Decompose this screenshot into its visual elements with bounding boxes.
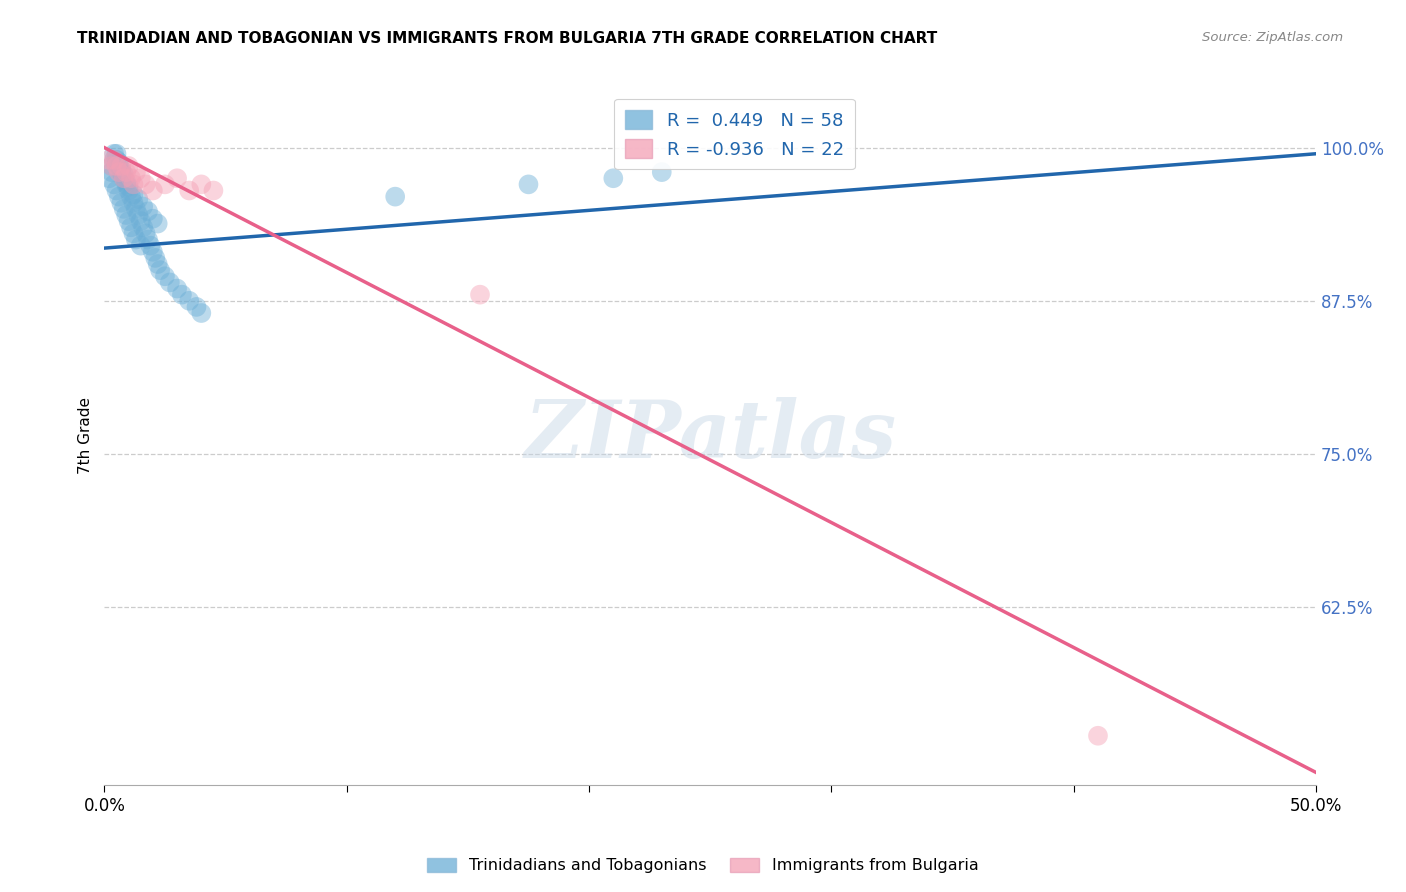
Point [149, 263, 172, 277]
Point [98, 153, 121, 167]
Point [159, 276, 181, 290]
Legend: R =  0.449   N = 58, R = -0.936   N = 22: R = 0.449 N = 58, R = -0.936 N = 22 [614, 99, 855, 169]
Legend: Trinidadians and Tobagonians, Immigrants from Bulgaria: Trinidadians and Tobagonians, Immigrants… [420, 851, 986, 880]
Point [108, 189, 131, 203]
Point [120, 220, 142, 235]
Point [135, 178, 157, 192]
Point [115, 165, 138, 179]
Point [384, 189, 406, 203]
Point [186, 300, 208, 314]
Point [122, 178, 145, 192]
Point [108, 155, 131, 169]
Point [129, 238, 152, 252]
Point [166, 171, 188, 186]
Point [146, 217, 169, 231]
Point [110, 162, 132, 177]
Point [122, 227, 145, 241]
Point [139, 238, 162, 252]
Point [115, 208, 138, 222]
Point [190, 178, 212, 192]
Point [112, 202, 135, 216]
Point [179, 293, 201, 308]
Point [103, 153, 125, 167]
Point [105, 153, 128, 167]
Y-axis label: 7th Grade: 7th Grade [79, 397, 93, 474]
Point [112, 171, 135, 186]
Point [132, 220, 155, 235]
Point [105, 159, 128, 173]
Point [110, 195, 132, 210]
Point [117, 159, 139, 173]
Point [170, 287, 193, 301]
Point [125, 202, 148, 216]
Point [129, 171, 152, 186]
Point [142, 184, 165, 198]
Point [129, 214, 152, 228]
Point [153, 178, 176, 192]
Point [98, 171, 121, 186]
Point [202, 184, 225, 198]
Point [117, 179, 139, 194]
Text: Source: ZipAtlas.com: Source: ZipAtlas.com [1202, 31, 1343, 45]
Point [127, 208, 149, 222]
Point [153, 269, 176, 284]
Point [122, 195, 145, 210]
Point [125, 165, 148, 179]
Point [120, 189, 142, 203]
Point [105, 146, 128, 161]
Point [103, 146, 125, 161]
Point [468, 287, 491, 301]
Point [1087, 729, 1109, 743]
Point [166, 281, 188, 295]
Point [517, 178, 540, 192]
Point [142, 211, 165, 226]
Point [135, 227, 157, 241]
Point [122, 187, 145, 202]
Point [143, 251, 166, 265]
Point [136, 233, 159, 247]
Text: ZIPatlas: ZIPatlas [524, 397, 896, 475]
Point [100, 159, 122, 173]
Point [120, 171, 142, 186]
Point [125, 233, 148, 247]
Point [127, 192, 149, 206]
Text: TRINIDADIAN AND TOBAGONIAN VS IMMIGRANTS FROM BULGARIA 7TH GRADE CORRELATION CHA: TRINIDADIAN AND TOBAGONIAN VS IMMIGRANTS… [77, 31, 938, 46]
Point [602, 171, 624, 186]
Point [115, 178, 138, 192]
Point [117, 214, 139, 228]
Point [112, 168, 135, 182]
Point [179, 184, 201, 198]
Point [110, 159, 132, 173]
Point [146, 257, 169, 271]
Point [108, 159, 131, 173]
Point [112, 171, 135, 186]
Point [651, 165, 673, 179]
Point [136, 204, 159, 219]
Point [142, 244, 165, 259]
Point [103, 178, 125, 192]
Point [132, 199, 155, 213]
Point [117, 184, 139, 198]
Point [108, 165, 131, 179]
Point [115, 175, 138, 189]
Point [100, 165, 122, 179]
Point [110, 165, 132, 179]
Point [190, 306, 212, 320]
Point [100, 159, 122, 173]
Point [105, 184, 128, 198]
Point [103, 153, 125, 167]
